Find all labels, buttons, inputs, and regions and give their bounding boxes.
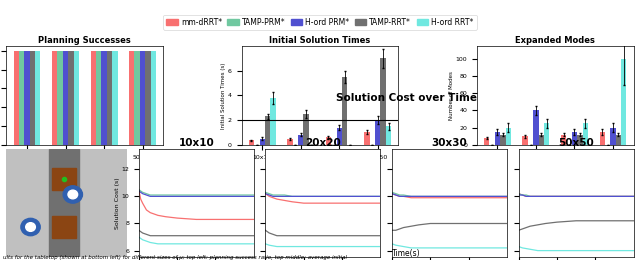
Bar [577, 134, 582, 145]
Bar [52, 168, 76, 190]
Title: Initial Solution Times: Initial Solution Times [269, 36, 371, 46]
Bar [96, 51, 101, 145]
Bar [337, 128, 342, 145]
Bar [582, 123, 588, 145]
Title: 20x20: 20x20 [305, 138, 340, 148]
Bar [24, 51, 29, 145]
Bar [364, 132, 370, 145]
Bar [112, 51, 118, 145]
Bar [129, 51, 134, 145]
Bar [561, 134, 566, 145]
Bar [249, 140, 254, 145]
Title: Planning Successes: Planning Successes [38, 36, 131, 46]
Text: ults for the tabletop (shown at bottom left) for different sizes of μ; top left:: ults for the tabletop (shown at bottom l… [3, 255, 347, 260]
Title: 30x30: 30x30 [431, 138, 467, 148]
Bar [533, 110, 539, 145]
Bar [63, 51, 68, 145]
Bar [265, 116, 270, 145]
Bar [134, 51, 140, 145]
Text: Solution Cost over Time: Solution Cost over Time [336, 93, 477, 103]
Circle shape [26, 223, 35, 231]
Legend: mm-dRRT*, TAMP-PRM*, H-ord PRM*, TAMP-RRT*, H-ord RRT*: mm-dRRT*, TAMP-PRM*, H-ord PRM*, TAMP-RR… [163, 15, 477, 30]
Bar [287, 139, 292, 145]
Bar [522, 136, 528, 145]
Bar [539, 134, 544, 145]
Bar [13, 51, 19, 145]
Bar [600, 132, 605, 145]
Y-axis label: Number of Modes: Number of Modes [449, 71, 454, 120]
Bar [74, 51, 79, 145]
Bar [616, 134, 621, 145]
Title: Expanded Modes: Expanded Modes [515, 36, 595, 46]
Circle shape [68, 190, 77, 199]
Bar [326, 137, 331, 145]
Bar [375, 120, 381, 145]
Bar [145, 51, 150, 145]
Bar [35, 51, 40, 145]
Bar [298, 135, 303, 145]
Bar [150, 51, 156, 145]
Circle shape [63, 186, 83, 203]
Bar [506, 128, 511, 145]
Bar [52, 216, 76, 238]
Bar [303, 114, 309, 145]
Bar [68, 51, 74, 145]
Bar [500, 134, 506, 145]
Bar [101, 51, 107, 145]
Bar [140, 51, 145, 145]
Bar [107, 51, 112, 145]
Bar [572, 132, 577, 145]
Bar [91, 51, 96, 145]
Bar [484, 138, 490, 145]
Bar [611, 128, 616, 145]
Title: 10x10: 10x10 [179, 138, 214, 148]
Bar [544, 123, 549, 145]
Bar [495, 132, 500, 145]
Bar [270, 98, 276, 145]
Bar [29, 51, 35, 145]
Text: Time(s): Time(s) [392, 249, 420, 258]
Circle shape [21, 218, 40, 236]
Bar [381, 58, 386, 145]
Y-axis label: Initial Solution Times (s): Initial Solution Times (s) [221, 62, 227, 129]
Y-axis label: Solution Cost (s): Solution Cost (s) [115, 177, 120, 229]
Bar [52, 51, 58, 145]
Bar [342, 77, 348, 145]
Bar [49, 149, 79, 257]
Bar [386, 126, 391, 145]
Title: 50x50: 50x50 [558, 138, 594, 148]
Bar [621, 59, 627, 145]
Bar [58, 51, 63, 145]
Bar [259, 139, 265, 145]
Bar [19, 51, 24, 145]
